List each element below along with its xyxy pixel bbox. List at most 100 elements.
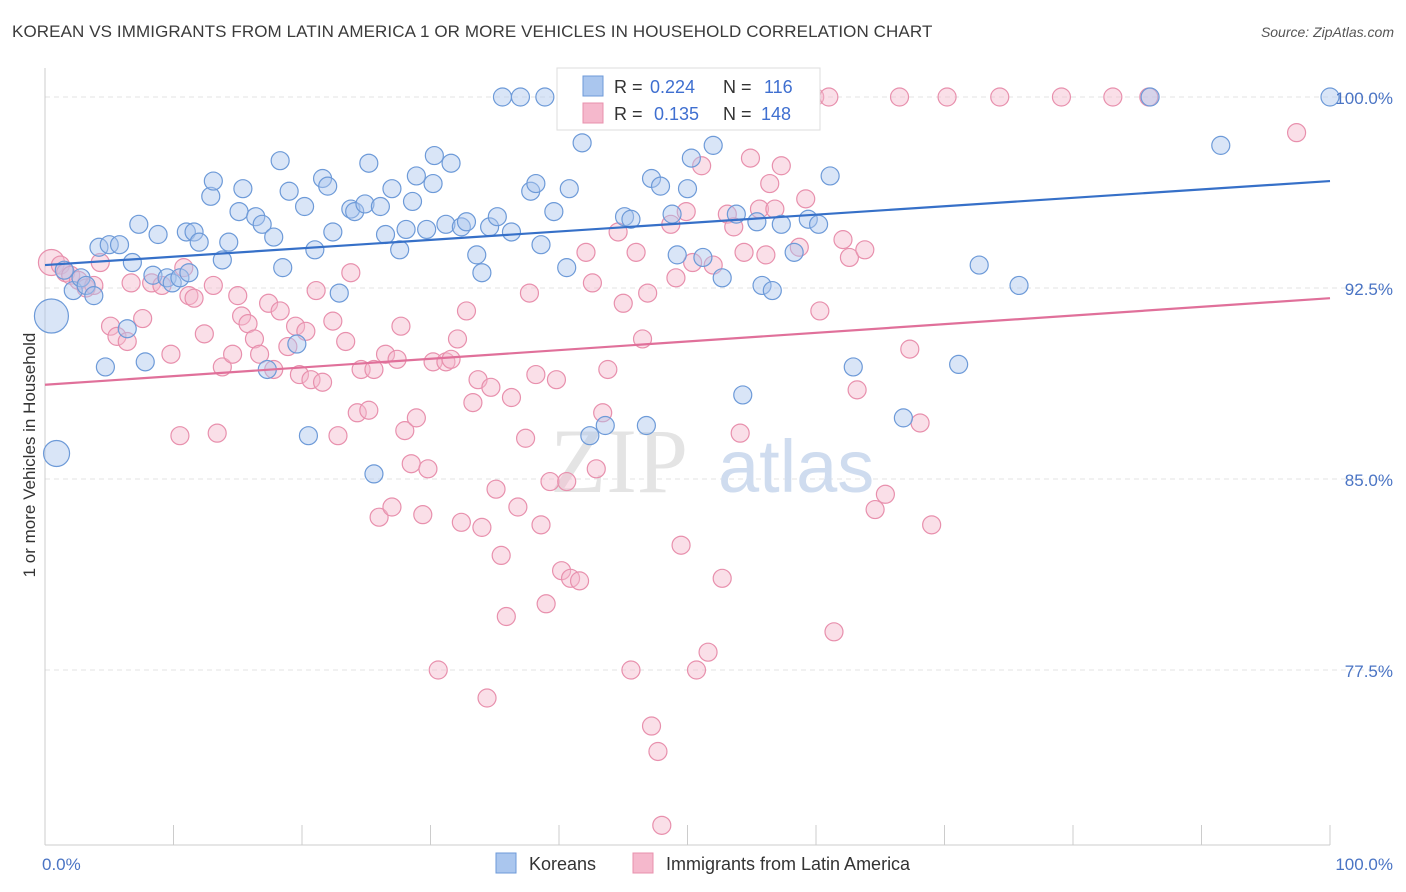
- korean-point-31: [252, 214, 272, 234]
- latin-point-50: [382, 497, 402, 517]
- korean-point-77: [559, 179, 579, 199]
- latin-point-38: [306, 280, 326, 301]
- latin-point-73: [501, 387, 522, 408]
- korean-point-76: [557, 258, 577, 278]
- latin-point-32: [270, 301, 290, 321]
- stats-n-label-latin: N =: [723, 104, 752, 124]
- korean-point-68: [492, 87, 513, 107]
- latin-point-117: [760, 173, 780, 194]
- latin-point-74: [508, 497, 528, 517]
- latin-point-96: [638, 283, 658, 303]
- latin-point-119: [771, 156, 791, 176]
- latin-point-86: [576, 242, 596, 262]
- latin-point-107: [698, 642, 718, 662]
- latin-point-37: [301, 370, 321, 390]
- latin-point-65: [463, 393, 483, 413]
- latin-point-81: [546, 370, 567, 390]
- latin-point-46: [359, 400, 379, 420]
- latin-point-72: [496, 606, 516, 627]
- korean-point-106: [949, 354, 969, 374]
- latin-point-62: [447, 329, 468, 349]
- latin-point-28: [244, 329, 265, 349]
- latin-point-42: [336, 331, 356, 352]
- korean-point-102: [808, 214, 829, 234]
- korean-point-59: [424, 145, 444, 166]
- latin-point-63: [451, 512, 471, 532]
- latin-point-30: [258, 293, 279, 313]
- korean-point-109: [1140, 87, 1160, 107]
- latin-point-130: [847, 380, 867, 400]
- stats-r-label-koreans: R =: [614, 77, 643, 97]
- latin-point-40: [323, 311, 343, 331]
- latin-point-43: [341, 263, 361, 283]
- korean-point-22: [184, 222, 204, 242]
- stats-r-value-latin: 0.135: [654, 104, 699, 124]
- korean-point-100: [784, 242, 804, 262]
- latin-point-39: [312, 372, 333, 392]
- korean-point-50: [370, 196, 390, 217]
- korean-point-54: [396, 219, 416, 240]
- latin-point-75: [515, 428, 536, 448]
- korean-point-26: [212, 250, 232, 270]
- korean-point-97: [752, 275, 772, 296]
- korean-point-78: [572, 133, 592, 153]
- watermark: ZIP atlas: [550, 410, 874, 512]
- latin-point-26: [232, 306, 252, 326]
- latin-point-44: [347, 403, 367, 423]
- latin-point-24: [223, 344, 243, 364]
- latin-point-67: [472, 517, 492, 537]
- latin-point-55: [406, 408, 426, 428]
- latin-point-98: [648, 741, 668, 762]
- latin-point-9: [107, 326, 127, 346]
- korean-point-25: [203, 171, 223, 191]
- korean-point-16: [148, 224, 168, 245]
- korean-point-34: [270, 151, 290, 171]
- korean-point-24: [201, 186, 221, 206]
- latin-point-140: [1051, 87, 1072, 107]
- latin-point-69: [481, 377, 501, 397]
- latin-point-125: [810, 301, 830, 321]
- korean-point-43: [323, 222, 343, 242]
- latin-point-22: [207, 423, 227, 443]
- latin-point-68: [477, 688, 497, 708]
- korean-point-30: [246, 207, 266, 227]
- korean-point-61: [441, 153, 461, 173]
- korean-point-33: [264, 227, 284, 247]
- latin-point-132: [865, 499, 885, 520]
- korean-point-111: [1320, 87, 1340, 107]
- korean-point-53: [390, 240, 410, 260]
- korean-point-28: [229, 202, 249, 222]
- latin-point-87: [582, 273, 603, 293]
- korean-point-5: [76, 275, 96, 296]
- stats-r-value-koreans: 0.224: [650, 77, 695, 97]
- latin-point-64: [456, 301, 477, 321]
- korean-point-55: [402, 191, 423, 212]
- latin-point-29: [249, 344, 270, 364]
- y-tick-label-2: 92.5%: [1345, 280, 1393, 299]
- korean-point-42: [318, 176, 338, 196]
- korean-point-79: [580, 426, 600, 446]
- latin-point-114: [740, 148, 761, 168]
- korean-point-103: [820, 166, 840, 186]
- korean-point-0: [33, 298, 70, 334]
- y-tick-labels: 77.5% 85.0% 92.5% 100.0%: [1335, 89, 1393, 681]
- latin-point-99: [652, 815, 672, 835]
- gridlines: [45, 96, 1390, 671]
- korean-point-44: [329, 283, 349, 303]
- latin-point-90: [598, 359, 618, 380]
- korean-point-92: [703, 135, 723, 155]
- korean-point-69: [501, 222, 522, 242]
- korean-point-88: [667, 245, 687, 265]
- latin-point-53: [395, 421, 415, 441]
- korean-point-86: [650, 176, 671, 196]
- latin-point-127: [824, 622, 844, 642]
- latin-point-126: [819, 87, 839, 107]
- latin-point-70: [486, 479, 506, 499]
- latin-point-78: [531, 515, 551, 535]
- latin-point-92: [613, 293, 633, 313]
- korean-point-20: [176, 222, 196, 242]
- korean-point-74: [535, 87, 555, 107]
- latin-point-48: [369, 507, 389, 527]
- korean-point-36: [279, 181, 299, 201]
- korean-point-89: [677, 179, 698, 199]
